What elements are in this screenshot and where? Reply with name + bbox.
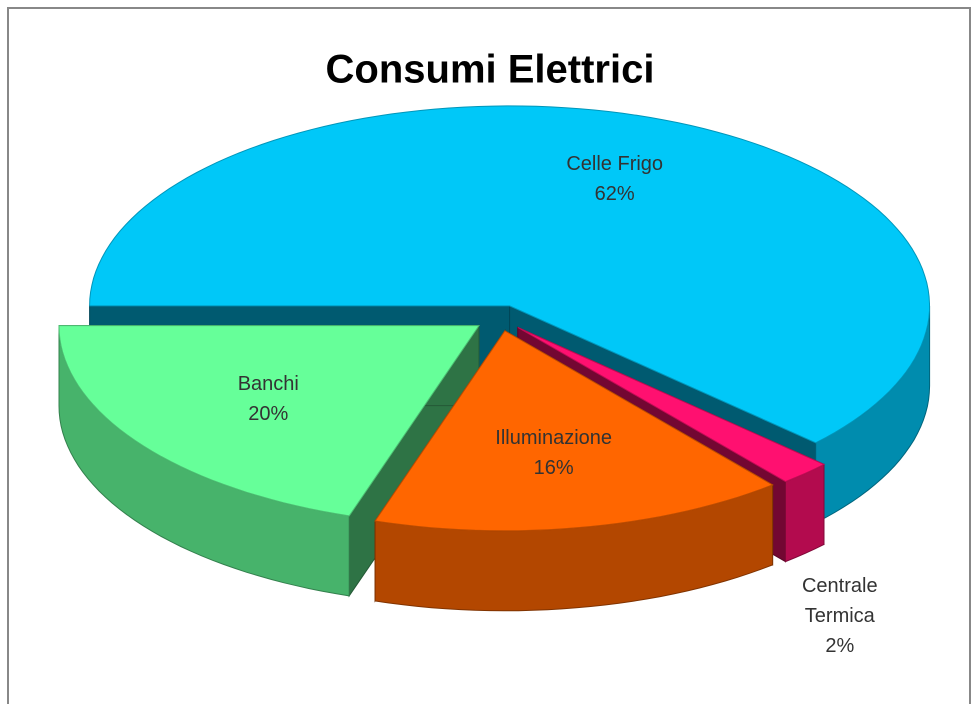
data-label: Celle Frigo 62%: [566, 149, 663, 209]
slice: [58, 325, 480, 517]
value-label: 62%: [594, 183, 635, 206]
category-label: Illuminazione: [495, 426, 613, 449]
slice: [89, 105, 930, 444]
value-label: 16%: [533, 456, 574, 479]
value-label: 2%: [825, 634, 855, 657]
slice: [374, 330, 774, 532]
data-label: Banchi 20%: [238, 369, 299, 429]
slice: [517, 327, 826, 483]
category-label: Celle Frigo: [566, 153, 664, 176]
data-label: Centrale Termica 2%: [790, 571, 890, 661]
chart-title: Consumi Elettrici: [326, 48, 655, 92]
data-label: Illuminazione 16%: [495, 423, 612, 483]
category-label: Centrale Termica: [801, 574, 878, 627]
value-label: 20%: [248, 402, 289, 425]
category-label: Banchi: [237, 372, 299, 395]
